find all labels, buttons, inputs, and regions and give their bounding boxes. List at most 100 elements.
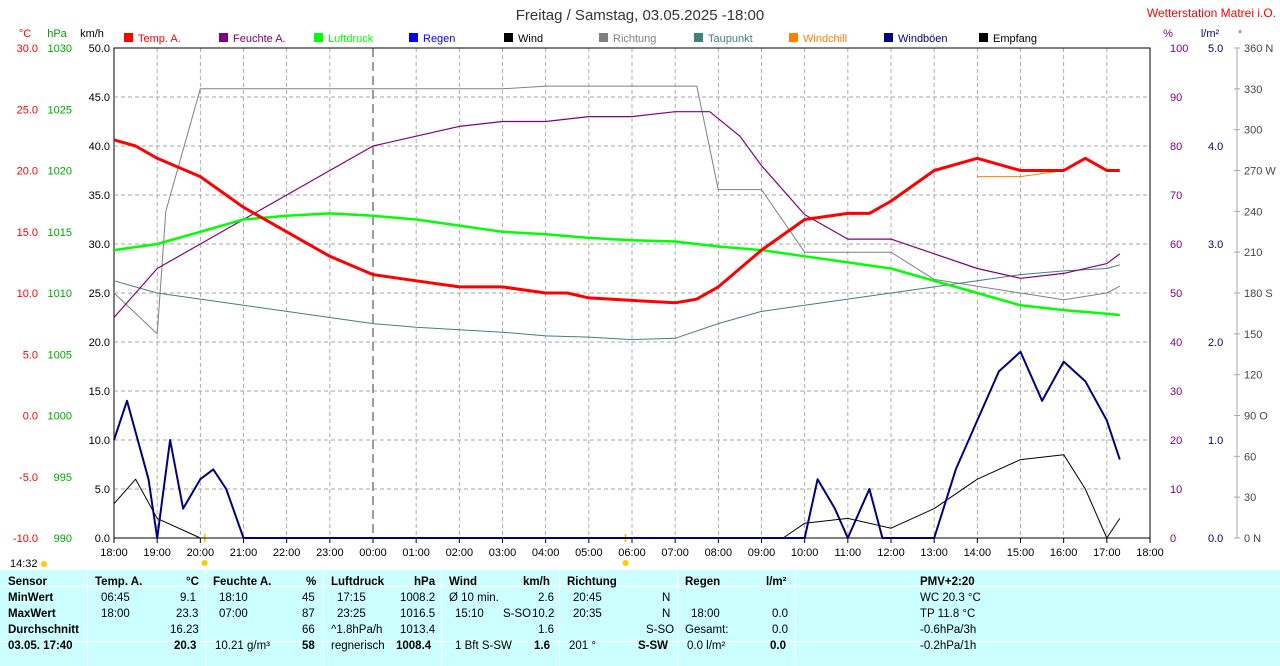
hdr-press-unit: hPa	[414, 576, 436, 588]
marker-dot-0	[201, 560, 208, 566]
axis-kmh-6: 20.0	[89, 337, 110, 349]
hum-now: 58	[302, 640, 315, 652]
hdr-rain: Regen	[685, 576, 721, 588]
axis-time-12: 06:00	[618, 547, 646, 559]
axis-temp-8: -10.0	[13, 533, 38, 545]
axis-time-15: 09:00	[748, 547, 776, 559]
chart-title: Freitag / Samstag, 03.05.2025 -18:00	[516, 7, 765, 24]
legend-swatch-1	[219, 33, 228, 42]
axis-time-3: 21:00	[230, 547, 258, 559]
row-max: MaxWert	[8, 608, 56, 620]
wind-bft: 1 Bft S-SW	[455, 640, 512, 652]
axis-hpa-6: 1000	[48, 411, 72, 423]
axis-kmh-5: 25.0	[89, 288, 110, 300]
series-windchill	[977, 170, 1064, 178]
wind-max: 10.2	[532, 608, 555, 620]
axis-time-17: 11:00	[834, 547, 861, 559]
axis-dir-8: 120	[1244, 370, 1262, 382]
axis-dir-5: 210	[1244, 247, 1262, 259]
pmv-wc: WC 20.3 °C	[920, 592, 981, 604]
series-luftdruck	[113, 212, 1120, 317]
wind-mean: 1.6	[538, 624, 554, 636]
axis-time-14: 08:00	[705, 547, 733, 559]
axis-time-11: 05:00	[575, 547, 603, 559]
axis-hpa-5: 1005	[48, 349, 72, 361]
axis-pct-0: 100	[1170, 43, 1188, 55]
hdr-hum-unit: %	[306, 576, 317, 588]
axis-dir-2: 300	[1244, 125, 1262, 137]
hdr-sensor: Sensor	[8, 576, 47, 588]
press-avg: 1013.4	[400, 624, 436, 636]
axis-time-13: 07:00	[661, 547, 689, 559]
series-feuchte-a-	[113, 111, 1121, 318]
press-trend: ^1.8hPa/h	[331, 624, 383, 636]
axis-time-21: 15:00	[1007, 547, 1035, 559]
rain-v3: 0.0 l/m²	[687, 640, 726, 652]
legend-swatch-8	[884, 33, 893, 42]
temp-avg: 16.23	[170, 624, 199, 636]
legend-label-9: Empfang	[993, 33, 1037, 45]
axis-time-4: 22:00	[273, 547, 301, 559]
dir-avg: S-SO	[646, 624, 675, 636]
pmv-p1: -0.2hPa/1h	[920, 640, 977, 652]
axis-time-6: 00:00	[359, 547, 387, 559]
dir-t1: 20:45	[573, 592, 602, 604]
hum-max: 87	[302, 608, 315, 620]
axis-pct-4: 60	[1170, 239, 1182, 251]
unit-temp: °C	[19, 28, 31, 40]
axis-pct-3: 70	[1170, 190, 1182, 202]
axis-kmh-9: 5.0	[95, 484, 110, 496]
hum-min-time: 18:10	[219, 592, 248, 604]
unit-rain: l/m²	[1201, 28, 1220, 40]
axis-kmh-10: 0.0	[95, 533, 110, 545]
legend-swatch-0	[124, 33, 133, 42]
series-richtung	[113, 85, 1121, 335]
axis-time-16: 10:00	[791, 547, 819, 559]
time-label: 14:32	[10, 558, 38, 570]
axis-hpa-3: 1015	[48, 227, 72, 239]
series-windb-en	[113, 350, 1121, 539]
hdr-pmv: PMV+2:20	[920, 576, 975, 588]
legend-swatch-4	[504, 33, 513, 42]
hdr-wind-unit: km/h	[523, 576, 550, 588]
hdr-hum: Feuchte A.	[213, 576, 272, 588]
axis-rain-3: 2.0	[1208, 337, 1223, 349]
dir-now-deg: 201 °	[569, 640, 596, 652]
legend-label-1: Feuchte A.	[233, 33, 286, 45]
axis-hpa-1: 1025	[48, 104, 72, 116]
legend-label-5: Richtung	[613, 33, 656, 45]
axis-time-24: 18:00	[1136, 547, 1164, 559]
legend-swatch-9	[979, 33, 988, 42]
axis-pct-7: 30	[1170, 386, 1182, 398]
axis-pct-8: 20	[1170, 435, 1182, 447]
axis-pct-10: 0	[1170, 533, 1176, 545]
axis-rain-5: 0.0	[1208, 533, 1223, 545]
rain-total: 0.0	[772, 624, 788, 636]
axis-kmh-3: 35.0	[89, 190, 110, 202]
axis-kmh-7: 15.0	[89, 386, 110, 398]
axis-kmh-8: 10.0	[89, 435, 110, 447]
legend-swatch-6	[694, 33, 703, 42]
time-marker-dot	[41, 561, 47, 567]
legend-swatch-7	[789, 33, 798, 42]
axis-temp-4: 10.0	[17, 288, 38, 300]
axis-time-23: 17:00	[1093, 547, 1121, 559]
axis-dir-3: 270 W	[1244, 166, 1276, 178]
axis-time-19: 13:00	[920, 547, 948, 559]
axis-pct-1: 90	[1170, 92, 1182, 104]
axis-kmh-2: 40.0	[89, 141, 110, 153]
pmv-tp: TP 11.8 °C	[920, 608, 976, 620]
unit-star: *	[1238, 28, 1243, 40]
wind-max-dir: S-SO	[503, 608, 532, 620]
axis-time-8: 02:00	[446, 547, 474, 559]
axis-dir-4: 240	[1244, 206, 1262, 218]
wind-avg: 2.6	[538, 592, 554, 604]
axis-hpa-0: 1030	[48, 43, 72, 55]
axis-dir-11: 30	[1244, 492, 1256, 504]
axis-temp-0: 30.0	[17, 43, 38, 55]
hum-max-time: 07:00	[219, 608, 248, 620]
rain-time: 18:00	[691, 608, 720, 620]
legend-label-4: Wind	[518, 33, 543, 45]
dir-d2: N	[662, 608, 671, 620]
temp-max-time: 18:00	[101, 608, 130, 620]
